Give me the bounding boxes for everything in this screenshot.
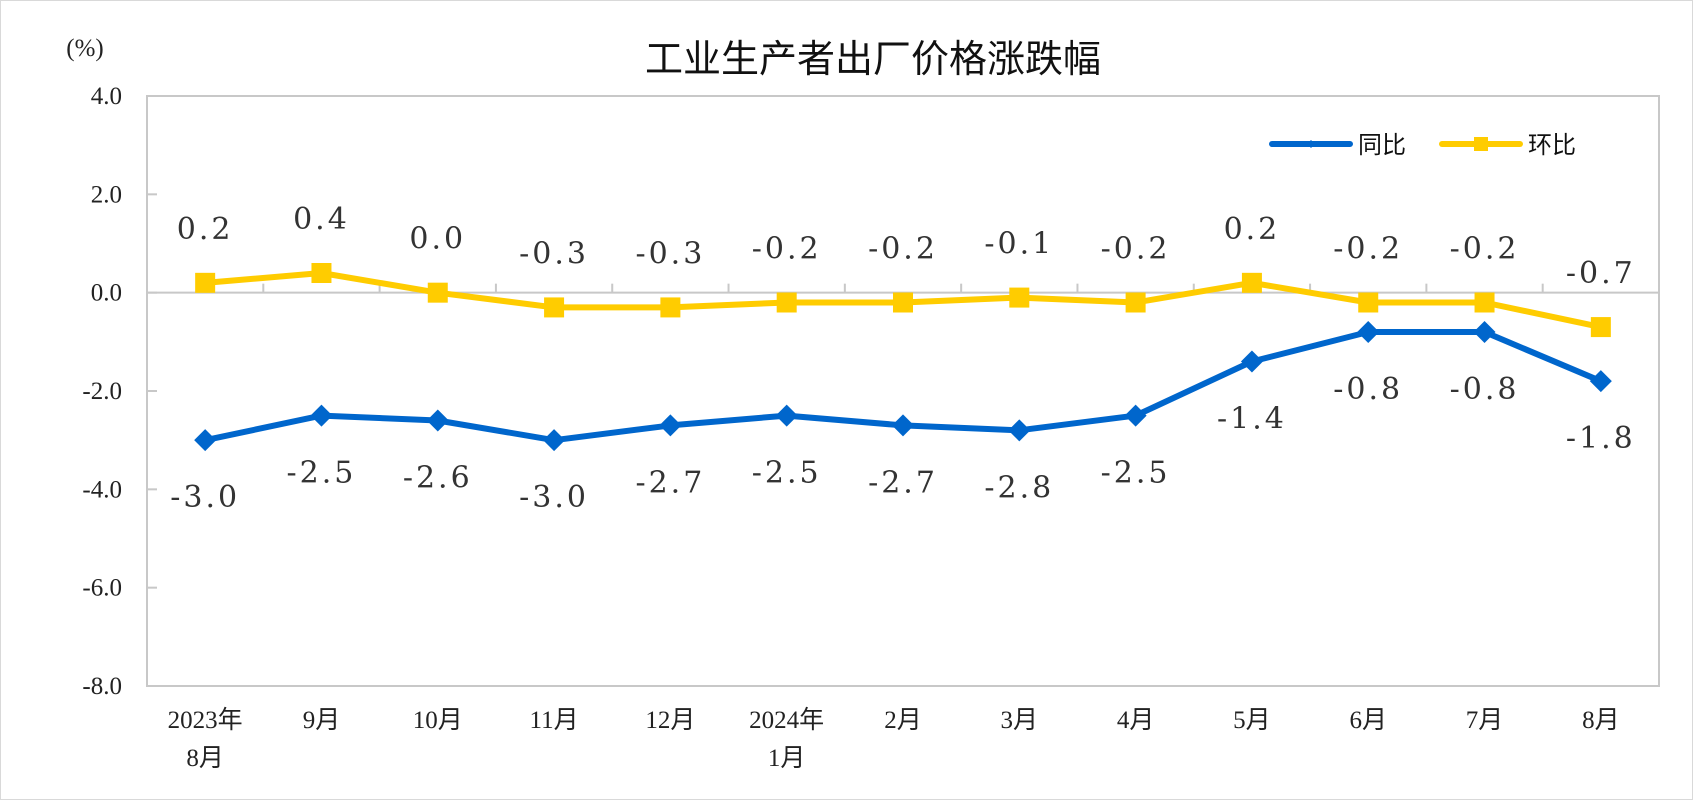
data-point-square [1474, 292, 1495, 313]
data-point-square [1358, 292, 1379, 313]
data-label: -0.2 [1333, 232, 1403, 267]
x-tick-label: 2024年 [749, 706, 824, 734]
data-point-square [311, 263, 332, 283]
data-label: -3.0 [519, 480, 589, 515]
y-tick-label: 0.0 [91, 280, 122, 307]
data-label: -0.8 [1450, 372, 1520, 407]
data-point-diamond [1589, 370, 1612, 393]
data-label: -0.7 [1566, 256, 1636, 291]
data-point-square [1125, 292, 1146, 313]
y-tick-label: 2.0 [91, 181, 122, 208]
data-label: 0.0 [409, 222, 466, 257]
x-tick-label: 1月 [768, 745, 806, 772]
x-tick-label: 4月 [1117, 707, 1155, 734]
data-point-diamond [1124, 404, 1147, 427]
data-point-diamond [1008, 419, 1031, 442]
data-label: -0.8 [1333, 372, 1403, 407]
data-point-diamond [426, 409, 449, 432]
data-label: 0.4 [293, 202, 350, 237]
data-label: -2.7 [868, 465, 938, 500]
data-label: -1.8 [1566, 421, 1636, 456]
y-tick-label: -2.0 [82, 378, 122, 405]
legend: 同比 环比 [1269, 131, 1576, 159]
data-label: -0.3 [519, 236, 589, 271]
data-point-square [1590, 317, 1611, 338]
chart-title: 工业生产者出厂价格涨跌幅 [645, 37, 1101, 81]
y-axis-unit: (%) [66, 35, 103, 62]
series-yoy: -3.0 -2.5 -2.6 -3.0 -2.7 -2.5 -2.7 -2.8 -2.5 -1.4… [170, 321, 1636, 515]
x-tick-label: 2023年 [168, 706, 243, 734]
x-tick-label: 12月 [645, 707, 695, 734]
data-point-square [1009, 287, 1030, 308]
x-tick-label: 2月 [884, 707, 922, 734]
data-label: -1.4 [1217, 402, 1287, 437]
data-label: -0.2 [752, 232, 822, 267]
data-label: 0.2 [177, 212, 234, 247]
data-point-diamond [1357, 321, 1380, 343]
y-tick-label: -4.0 [82, 476, 122, 503]
data-point-diamond [1473, 321, 1496, 343]
data-label: -0.3 [635, 236, 705, 271]
data-point-diamond [194, 429, 217, 452]
x-tick-label: 11月 [530, 707, 579, 734]
data-label: -2.5 [752, 456, 822, 491]
legend-label: 环比 [1528, 131, 1576, 159]
x-tick-label: 6月 [1349, 707, 1387, 734]
data-point-square [660, 297, 681, 318]
data-point-diamond [659, 414, 682, 437]
data-label: -0.1 [984, 227, 1054, 262]
y-tick-label: -8.0 [82, 673, 122, 700]
legend-marker-square [1474, 137, 1488, 151]
data-point-diamond [892, 414, 914, 437]
data-label: -2.5 [287, 456, 357, 491]
data-label: -2.7 [635, 465, 705, 500]
x-tick-label: 8月 [186, 745, 224, 772]
data-label: -2.5 [1101, 456, 1171, 491]
x-tick-label: 3月 [1001, 707, 1039, 734]
x-tick-label: 5月 [1233, 707, 1271, 734]
data-label: -3.0 [170, 480, 240, 515]
x-tick-label: 7月 [1466, 707, 1504, 734]
data-point-square [893, 292, 913, 313]
data-label: -2.6 [403, 461, 473, 496]
data-point-diamond [310, 404, 333, 427]
data-point-square [195, 272, 216, 293]
data-label: 0.2 [1224, 212, 1281, 247]
data-point-diamond [1240, 350, 1263, 373]
series-mom: 0.2 0.4 0.0 -0.3 -0.3 -0.2 -0.2 -0.1 -0.2 0.2 -0.2… [177, 202, 1636, 338]
data-point-square [427, 282, 448, 303]
data-label: -0.2 [868, 232, 938, 267]
y-tick-label: -6.0 [82, 575, 122, 602]
x-tick-label: 10月 [413, 707, 463, 734]
data-point-diamond [775, 404, 798, 427]
data-point-diamond [543, 429, 566, 452]
data-label: -0.2 [1101, 232, 1171, 267]
x-tick-label: 9月 [303, 707, 341, 734]
data-label: -0.2 [1450, 232, 1520, 267]
legend-label: 同比 [1358, 131, 1406, 159]
plot-area [146, 95, 1660, 687]
data-point-square [1241, 272, 1262, 293]
data-label: -2.8 [984, 470, 1054, 505]
data-point-square [776, 292, 797, 313]
data-point-square [544, 297, 565, 318]
y-tick-label: 4.0 [91, 83, 122, 110]
legend-marker-diamond [1307, 140, 1315, 148]
x-tick-label: 8月 [1582, 707, 1620, 734]
